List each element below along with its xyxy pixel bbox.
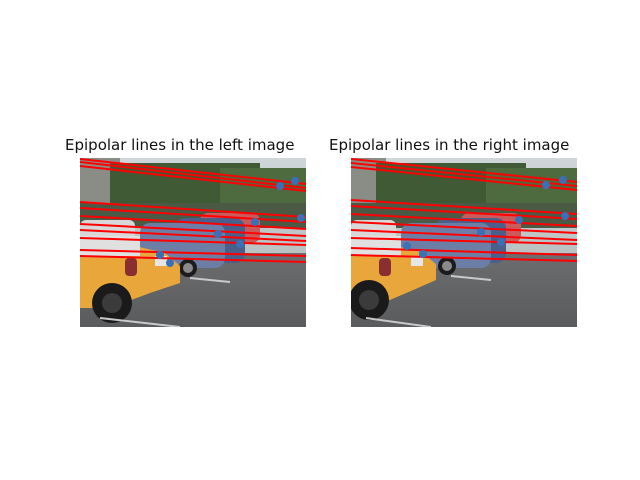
right-stereo-image <box>351 158 577 327</box>
right-keypoints <box>403 176 569 258</box>
left-panel-title: Epipolar lines in the left image <box>65 136 295 154</box>
left-keypoints <box>156 177 305 267</box>
right-epipolar-lines <box>351 158 577 262</box>
right-panel-title: Epipolar lines in the right image <box>329 136 570 154</box>
left-stereo-image <box>80 158 306 327</box>
left-epipolar-lines <box>80 158 306 263</box>
left-image-panel <box>80 158 306 327</box>
right-image-panel <box>351 158 577 327</box>
